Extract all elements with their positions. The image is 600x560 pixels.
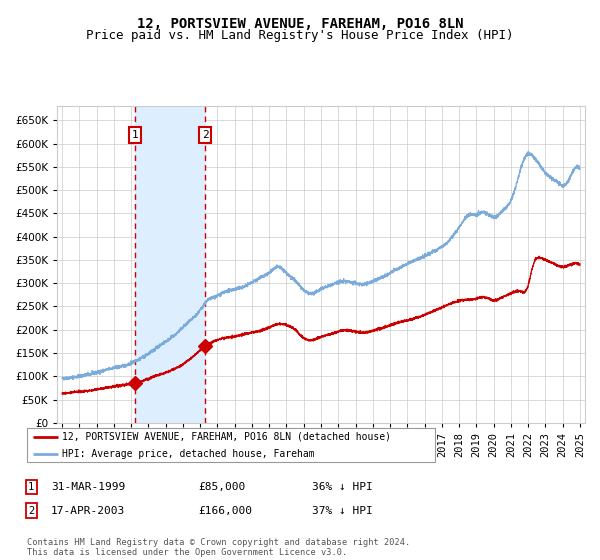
Text: 1: 1	[28, 482, 34, 492]
Text: 1: 1	[132, 130, 139, 140]
Bar	[136, 106, 205, 423]
Text: £85,000: £85,000	[198, 482, 245, 492]
Text: 2: 2	[202, 130, 209, 140]
FancyBboxPatch shape	[27, 428, 435, 462]
Text: Contains HM Land Registry data © Crown copyright and database right 2024.
This d: Contains HM Land Registry data © Crown c…	[27, 538, 410, 557]
Text: 36% ↓ HPI: 36% ↓ HPI	[312, 482, 373, 492]
Text: Price paid vs. HM Land Registry's House Price Index (HPI): Price paid vs. HM Land Registry's House …	[86, 29, 514, 42]
Text: £166,000: £166,000	[198, 506, 252, 516]
Text: 12, PORTSVIEW AVENUE, FAREHAM, PO16 8LN: 12, PORTSVIEW AVENUE, FAREHAM, PO16 8LN	[137, 17, 463, 31]
Text: 17-APR-2003: 17-APR-2003	[51, 506, 125, 516]
Text: 2: 2	[28, 506, 34, 516]
Text: 37% ↓ HPI: 37% ↓ HPI	[312, 506, 373, 516]
Text: 12, PORTSVIEW AVENUE, FAREHAM, PO16 8LN (detached house): 12, PORTSVIEW AVENUE, FAREHAM, PO16 8LN …	[62, 432, 391, 442]
Text: HPI: Average price, detached house, Fareham: HPI: Average price, detached house, Fare…	[62, 449, 314, 459]
Text: 31-MAR-1999: 31-MAR-1999	[51, 482, 125, 492]
